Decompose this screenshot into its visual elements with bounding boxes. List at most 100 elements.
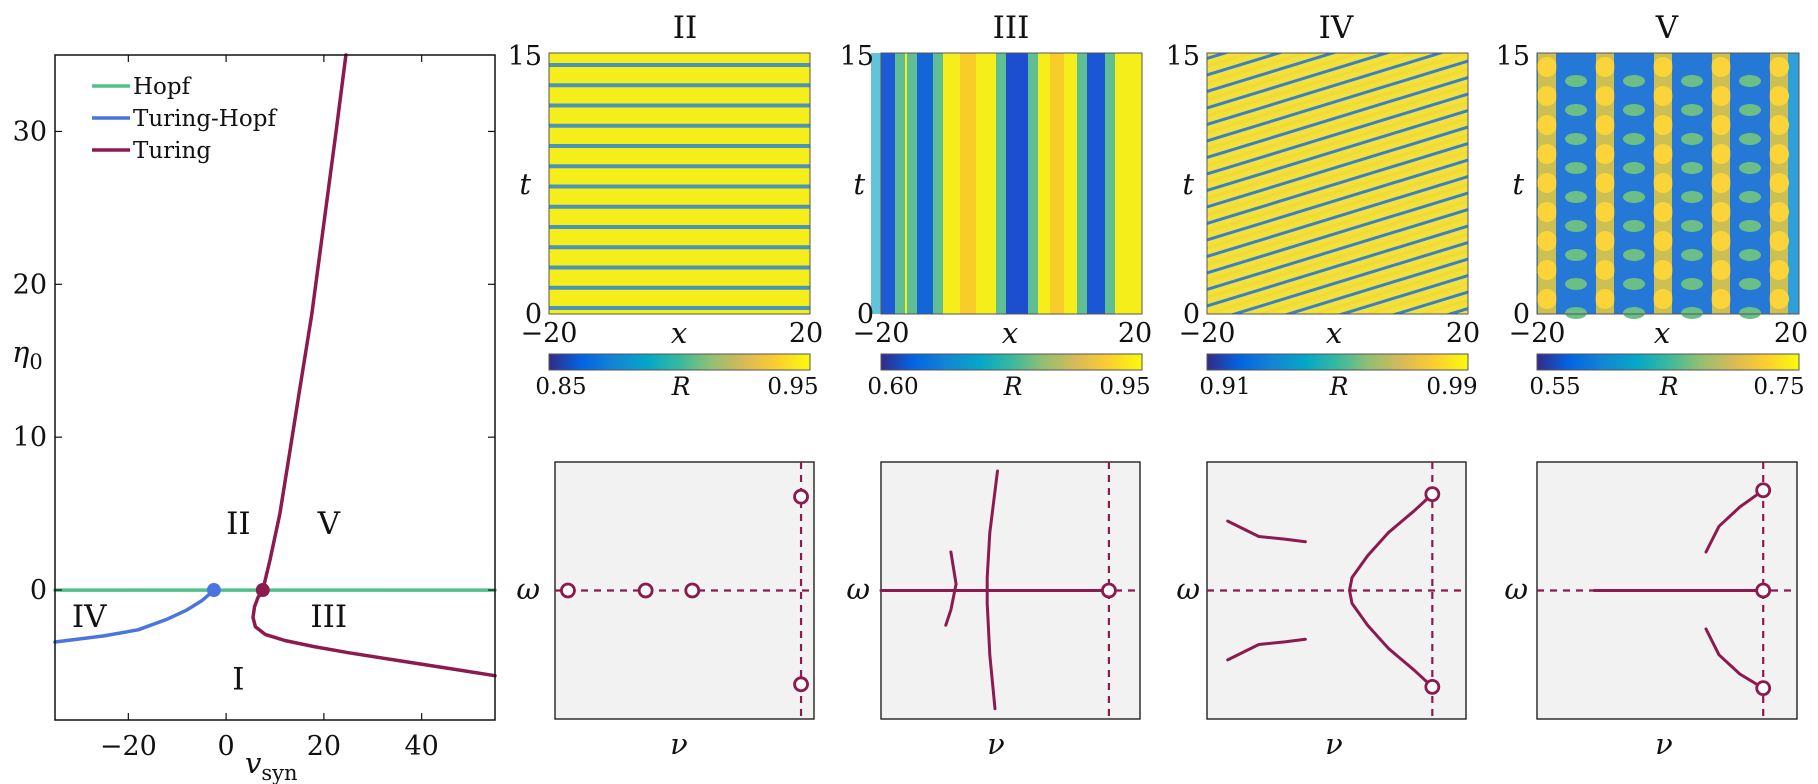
edge-band <box>933 53 943 314</box>
wave-trough <box>1207 67 1468 151</box>
omega-axis-label: ω <box>1504 572 1528 606</box>
heatmap-frame <box>880 52 1143 315</box>
colorbar-max: 0.95 <box>767 374 818 400</box>
hot-spot <box>1711 173 1731 193</box>
hot-spot <box>1595 86 1615 106</box>
bifurcation-axes-frame <box>54 54 496 721</box>
nu-axis-label: ν <box>987 727 1005 761</box>
hot-spot <box>1653 57 1673 77</box>
eigenvalue-marker-1 <box>1755 582 1772 599</box>
x-tick-max: 20 <box>1774 318 1808 349</box>
mid-spot <box>1739 191 1761 203</box>
spectrum-curve-1 <box>1704 488 1765 554</box>
wave-crest <box>1207 59 1468 143</box>
wave-trough <box>1417 298 1468 314</box>
heatmap-frame <box>1206 52 1469 315</box>
hot-spot <box>1769 86 1789 106</box>
spacetime-heatmap-IV <box>1207 53 1468 314</box>
wave-trough <box>1207 150 1468 233</box>
edge-band <box>1028 53 1038 314</box>
heatmap-background <box>549 53 810 314</box>
spectrum-panel-IV: ω ν <box>1176 461 1467 761</box>
nu-axis-label: ν <box>1655 727 1673 761</box>
hot-spot <box>1595 115 1615 135</box>
eigenvalue-marker-1 <box>637 582 654 599</box>
codim2-point-0 <box>206 583 221 598</box>
wave-crest <box>1207 53 1446 126</box>
colorbar <box>1206 353 1469 371</box>
wave-trough <box>1207 53 1418 118</box>
region-label-III: III <box>310 599 347 635</box>
panel-title-V: V <box>1655 10 1679 46</box>
wave-crest <box>1207 53 1338 93</box>
wave-crest <box>1207 142 1468 225</box>
hot-spot <box>1711 231 1731 251</box>
wave-trough <box>1363 282 1468 314</box>
colorbar-label: R <box>1003 372 1023 401</box>
wave-crest <box>1207 109 1468 192</box>
eigenvalue-marker-1 <box>1424 678 1441 695</box>
xlabel-sub: syn <box>261 761 297 784</box>
bifurcation-curves <box>53 53 497 678</box>
mid-spot <box>1681 249 1703 261</box>
spacetime-heatmap-II <box>549 53 810 314</box>
bifurcation-xlabel: vsyn <box>245 746 298 784</box>
mid-spot <box>1623 104 1645 116</box>
wave-crest <box>1207 53 1284 77</box>
mid-spot <box>1565 104 1587 116</box>
wave-band <box>549 285 810 290</box>
mid-spot <box>1623 278 1645 290</box>
hot-spot <box>1769 115 1789 135</box>
legend-entry-hopf: Hopf <box>133 74 192 100</box>
hot-spot <box>1653 260 1673 280</box>
wave-crest <box>1337 274 1468 314</box>
wave-crest <box>1207 208 1468 291</box>
t-tick-max: 15 <box>508 41 542 72</box>
mid-spot <box>1739 249 1761 261</box>
wave-crest <box>1229 241 1468 314</box>
codim2-point-1 <box>255 583 270 598</box>
mid-spot <box>1623 162 1645 174</box>
panel-title-IV: IV <box>1319 10 1354 46</box>
wave-band <box>549 83 810 88</box>
hot-spot <box>1653 231 1673 251</box>
dark-band <box>917 53 933 314</box>
colorbar-max: 0.99 <box>1426 374 1477 400</box>
mid-spot <box>1623 133 1645 145</box>
eigenvalue-marker-4 <box>793 676 809 693</box>
y-tick-label: 10 <box>13 422 47 453</box>
spacetime-panel-III: III 15 0 t −20 20 x 0.60 R 0.95 <box>840 10 1153 401</box>
wave-band <box>549 225 810 229</box>
dark-band <box>1087 53 1105 314</box>
x-tick-max: 20 <box>789 318 823 349</box>
edge-band <box>895 53 905 314</box>
hot-spot <box>1711 144 1731 164</box>
region-label-IV: IV <box>72 599 107 635</box>
x-tick-min: −20 <box>853 318 910 349</box>
eigenvalue-marker-2 <box>1755 680 1772 697</box>
wave-trough <box>1207 53 1310 85</box>
series-turing-hopf <box>53 588 216 644</box>
t-tick-min: 0 <box>525 299 542 330</box>
x-tick-label: 40 <box>404 731 438 762</box>
mid-spot <box>1739 278 1761 290</box>
heatmap-stripes <box>871 53 1115 314</box>
heatmap-frame <box>548 52 811 315</box>
edge-band <box>871 53 881 314</box>
hot-spot <box>1537 260 1557 280</box>
hot-spot <box>1595 231 1615 251</box>
region-label-V: V <box>317 506 341 542</box>
hot-spot <box>1537 144 1557 164</box>
mid-spot <box>1565 307 1587 319</box>
x-tick-label: −20 <box>100 731 157 762</box>
colorbar-max: 0.95 <box>1099 374 1150 400</box>
panel-title-III: III <box>993 10 1030 46</box>
dark-band <box>1006 53 1028 314</box>
x-tick-label: 20 <box>307 731 341 762</box>
wave-band <box>549 306 810 310</box>
xlabel-main: v <box>245 746 262 780</box>
x-tick-min: −20 <box>1179 318 1236 349</box>
hot-spot <box>1595 57 1615 77</box>
hot-spot <box>1537 173 1557 193</box>
t-tick-max: 15 <box>840 41 874 72</box>
